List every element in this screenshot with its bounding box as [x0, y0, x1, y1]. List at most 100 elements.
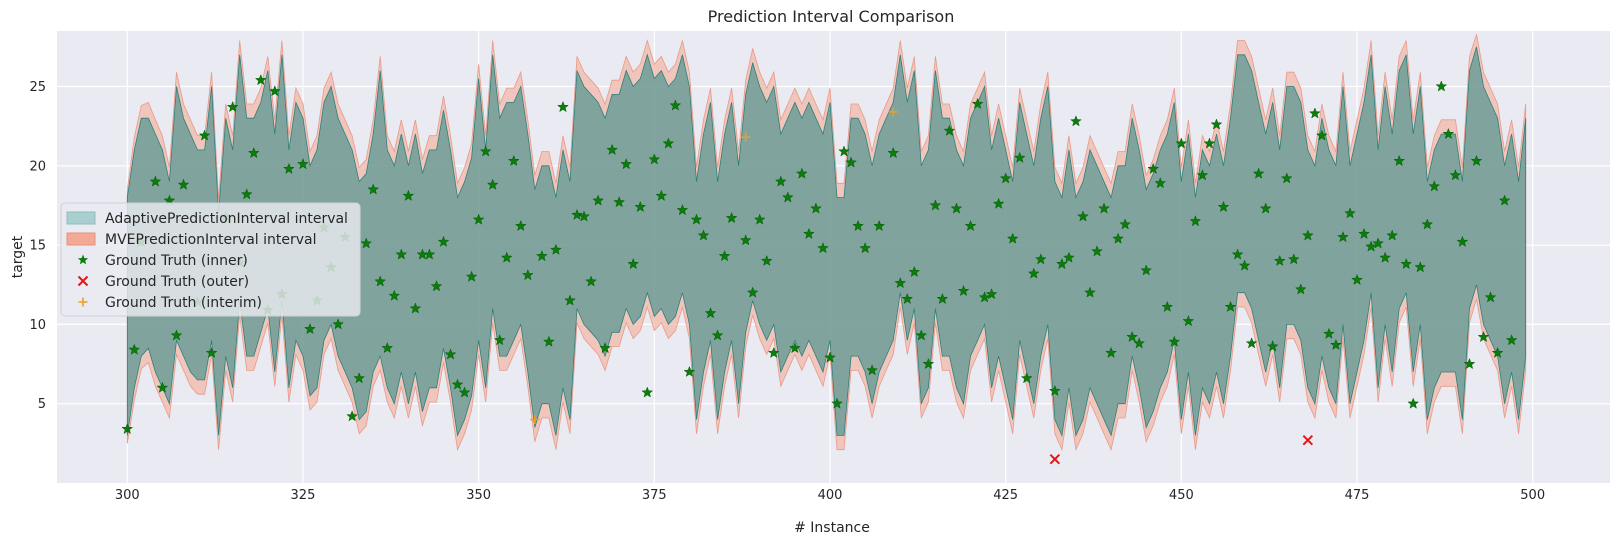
- ground-truth-inner-point: [550, 243, 562, 255]
- x-tick-label: 500: [1520, 488, 1545, 503]
- ground-truth-inner-point: [1498, 194, 1511, 206]
- ground-truth-inner-point: [852, 219, 864, 232]
- ground-truth-inner-point: [1393, 154, 1406, 167]
- ground-truth-inner-point: [788, 341, 801, 354]
- ground-truth-inner-point: [493, 334, 506, 346]
- ground-truth-inner-point: [1084, 286, 1096, 298]
- legend-label: Ground Truth (inner): [105, 253, 248, 269]
- interval-bands: [126, 34, 1527, 452]
- ground-truth-inner-point: [1287, 253, 1300, 265]
- ground-truth-inner-point: [1379, 251, 1392, 263]
- ground-truth-inner-point: [817, 242, 829, 254]
- ground-truth-inner-point: [999, 172, 1012, 184]
- ground-truth-inner-point: [472, 213, 485, 225]
- ground-truth-inner-point: [1034, 253, 1047, 265]
- ground-truth-inner-point: [662, 137, 675, 149]
- ground-truth-inner-point: [606, 143, 619, 155]
- ground-truth-inner-point: [718, 249, 731, 262]
- ground-truth-inner-point: [304, 322, 316, 335]
- y-axis-label: target: [10, 235, 26, 278]
- ground-truth-inner-point: [887, 146, 900, 159]
- ground-truth-inner-point: [514, 219, 527, 232]
- y-tick-label: 25: [29, 80, 46, 95]
- ground-truth-inner-point: [795, 167, 808, 179]
- ground-truth-inner-point: [1344, 207, 1356, 219]
- ground-truth-inner-point: [1477, 330, 1490, 343]
- ground-truth-inner-point: [922, 357, 935, 370]
- ground-truth-inner-point: [444, 348, 457, 360]
- x-tick-label: 425: [993, 488, 1018, 503]
- ground-truth-inner-point: [1414, 261, 1427, 273]
- ground-truth-inner-point: [451, 378, 464, 390]
- ground-truth-inner-point: [121, 422, 134, 435]
- ground-truth-inner-point: [1435, 80, 1448, 92]
- ground-truth-inner-point: [683, 365, 696, 377]
- ground-truth-inner-point: [1245, 337, 1258, 349]
- ground-truth-inner-point: [866, 364, 879, 376]
- ground-truth-inner-point: [423, 248, 436, 260]
- ground-truth-inner-point: [760, 254, 773, 266]
- ground-truth-inner-point: [978, 291, 991, 303]
- ground-truth-inner-point: [1280, 172, 1293, 184]
- ground-truth-inner-point: [1182, 314, 1195, 327]
- ground-truth-inner-point: [149, 175, 162, 187]
- ground-truth-inner-point: [774, 175, 787, 187]
- ground-truth-inner-point: [676, 203, 689, 216]
- ground-truth-inner-point: [1027, 267, 1040, 279]
- x-axis-label: # Instance: [794, 520, 870, 536]
- ground-truth-inner-point: [1105, 346, 1117, 358]
- legend-label: MVEPredictionInterval interval: [105, 232, 317, 248]
- ground-truth-inner-point: [1358, 227, 1370, 240]
- adaptive-interval-band: [126, 46, 1527, 437]
- ground-truth-inner-point: [268, 85, 281, 97]
- ground-truth-inner-point: [971, 97, 984, 109]
- ground-truth-inner-point: [409, 302, 422, 314]
- ground-truth-inner-point: [1140, 264, 1153, 276]
- ground-truth-inner-point: [669, 99, 682, 111]
- ground-truth-inner-point: [543, 335, 555, 347]
- ground-truth-inner-point: [1210, 118, 1223, 130]
- legend-patch: [66, 211, 96, 225]
- ground-truth-interim-point: [530, 415, 540, 425]
- ground-truth-inner-point: [1048, 384, 1061, 397]
- ground-truth-inner-point: [1217, 200, 1230, 213]
- x-tick-label: 400: [818, 488, 843, 503]
- ground-truth-inner-point: [901, 292, 914, 305]
- ground-truth-inner-point: [943, 124, 956, 137]
- ground-truth-inner-point: [1133, 337, 1146, 349]
- ground-truth-inner-point: [613, 196, 626, 208]
- ground-truth-outer-point: [1049, 454, 1061, 465]
- legend: AdaptivePredictionInterval interval MVEPr…: [60, 202, 361, 317]
- ground-truth-inner-point: [957, 284, 970, 297]
- x-tick-label: 300: [115, 488, 140, 503]
- ground-truth-inner-point: [556, 100, 569, 113]
- ground-truth-inner-point: [430, 280, 443, 292]
- ground-truth-inner-point: [177, 178, 190, 190]
- ground-truth-inner-point: [894, 276, 907, 289]
- ground-truth-inner-point: [346, 410, 359, 422]
- legend-label: AdaptivePredictionInterval interval: [105, 211, 348, 227]
- ground-truth-inner-point: [1428, 180, 1441, 192]
- legend-box: [60, 202, 361, 317]
- ground-truth-inner-point: [247, 146, 260, 159]
- ground-truth-inner-point: [915, 329, 928, 341]
- ground-truth-inner-point: [1119, 218, 1132, 230]
- ground-truth-inner-point: [1351, 273, 1363, 285]
- y-tick-label: 15: [29, 239, 46, 254]
- ground-truth-inner-point: [1063, 251, 1075, 263]
- ground-truth-inner-point: [704, 307, 717, 319]
- ground-truth-inner-point: [1189, 215, 1202, 227]
- ground-truth-inner-point: [402, 189, 415, 201]
- ground-truth-inner-point: [283, 162, 295, 174]
- ground-truth-inner-point: [1273, 254, 1286, 266]
- ground-truth-inner-point: [1252, 167, 1265, 179]
- ground-truth-inner-point: [1077, 210, 1089, 222]
- ground-truth-inner-point: [1308, 107, 1321, 119]
- ground-truth-inner-point: [388, 289, 401, 301]
- ground-truth-inner-point: [1006, 232, 1019, 244]
- ground-truth-inner-point: [296, 157, 309, 170]
- ground-truth-inner-point: [950, 202, 963, 214]
- ground-truth-inner-point: [564, 294, 576, 306]
- ground-truth-inner-point: [254, 73, 267, 86]
- ground-truth-inner-point: [500, 251, 513, 263]
